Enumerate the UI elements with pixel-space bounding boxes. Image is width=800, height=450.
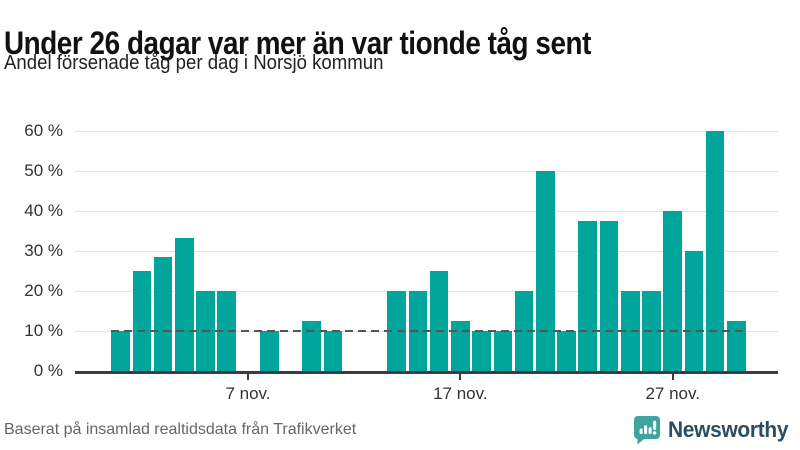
x-axis-tick [459, 374, 462, 380]
y-axis-label: 40 % [24, 201, 63, 220]
gridline-60 [75, 131, 778, 132]
bar-29-nov [705, 131, 725, 371]
bar-1-nov [111, 331, 130, 371]
page-title: Under 26 dagar var mer än var tionde tåg… [4, 25, 591, 62]
gridline-40 [75, 211, 778, 212]
bar-8-nov [259, 331, 279, 371]
y-axis-label: 60 % [24, 121, 63, 140]
chart-subtitle: Andel försenade tåg per dag i Norsjö kom… [4, 52, 384, 74]
y-axis-label: 0 % [33, 361, 63, 380]
x-axis-tick [247, 374, 249, 380]
bar-17-nov [451, 321, 470, 371]
bar-21-nov [536, 171, 555, 371]
x-axis-label: 17 nov. [433, 384, 488, 403]
bar-16-nov [429, 271, 449, 371]
y-axis-label: 10 % [24, 321, 63, 340]
newsworthy-bar-chart-bubble-icon [633, 415, 661, 445]
y-axis-label: 50 % [24, 161, 63, 180]
bar-4-nov [175, 237, 194, 371]
reference-line-10-percent [111, 330, 746, 332]
x-axis-label: 27 nov. [645, 384, 700, 403]
bar-28-nov [684, 251, 704, 371]
bar-24-nov [599, 221, 619, 371]
bar-19-nov [493, 331, 513, 371]
bar-18-nov [472, 331, 491, 371]
source-attribution: Baserat på insamlad realtidsdata från Tr… [4, 421, 357, 438]
x-axis-tick [671, 374, 674, 380]
bar-chart: 0 % 10 % 20 % 30 % 40 % 50 % 60 % 7 nov. 17 nov.… [0, 100, 800, 420]
bar-10-nov [302, 321, 321, 371]
gridline-30 [75, 251, 778, 252]
gridline-50 [75, 171, 778, 172]
bar-2-nov [132, 271, 152, 371]
newsworthy-logo: Newsworthy [633, 415, 795, 445]
bar-11-nov [323, 331, 343, 371]
bar-22-nov [557, 331, 576, 371]
bar-3-nov [153, 256, 173, 371]
newsworthy-wordmark: Newsworthy [668, 417, 789, 442]
bar-23-nov [578, 221, 598, 371]
y-axis-label: 30 % [24, 241, 63, 260]
bar-27-nov [663, 211, 682, 371]
x-axis-line [75, 371, 778, 374]
x-axis-label: 7 nov. [225, 384, 271, 403]
bar-30-nov [727, 321, 746, 371]
y-axis-label: 20 % [24, 281, 63, 300]
